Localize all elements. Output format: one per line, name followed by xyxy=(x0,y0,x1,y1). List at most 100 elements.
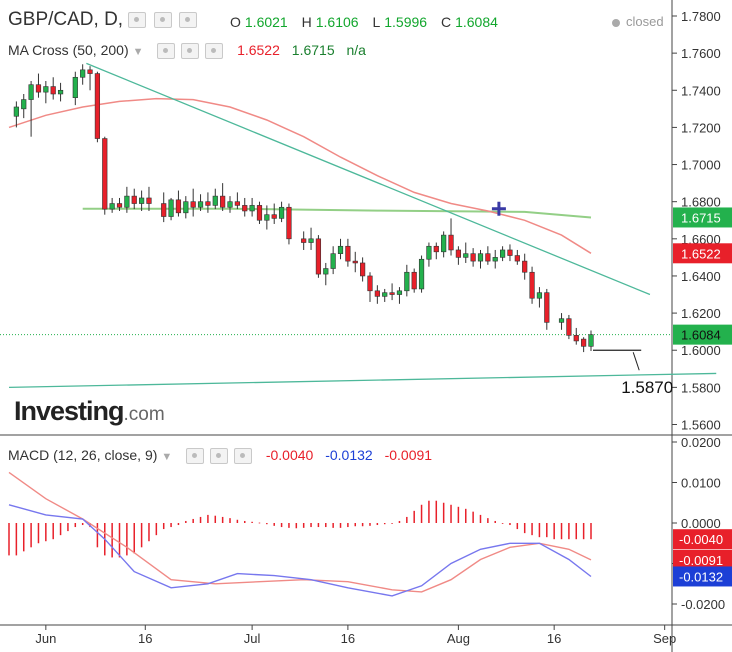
ma-visibility-icon[interactable] xyxy=(157,43,176,60)
candle-down[interactable] xyxy=(507,249,513,256)
candle-down[interactable] xyxy=(131,195,137,204)
candle-down[interactable] xyxy=(87,69,93,74)
candle-up[interactable] xyxy=(308,238,314,243)
candle-down[interactable] xyxy=(161,203,167,217)
macd-price-tag-label: -0.0132 xyxy=(679,569,723,584)
candle-up[interactable] xyxy=(183,201,189,214)
candle-down[interactable] xyxy=(374,290,380,297)
candle-down[interactable] xyxy=(242,205,248,212)
macd-histogram-bar xyxy=(185,520,187,523)
macd-settings-icon[interactable] xyxy=(210,448,229,465)
macd-histogram-bar xyxy=(81,523,84,526)
candle-up[interactable] xyxy=(278,206,285,219)
candle-up[interactable] xyxy=(13,106,19,117)
candle-up[interactable] xyxy=(382,292,388,297)
candle-up[interactable] xyxy=(227,201,233,208)
candle-up[interactable] xyxy=(463,253,469,258)
ma-indicator-label[interactable]: MA Cross (50, 200) xyxy=(8,42,129,58)
candle-up[interactable] xyxy=(330,253,336,269)
candle-down[interactable] xyxy=(94,73,101,139)
price-tick-label: 1.7600 xyxy=(681,46,721,61)
macd-dropdown-icon[interactable]: ▼ xyxy=(161,451,173,463)
ma-settings-icon[interactable] xyxy=(181,43,200,60)
candle-down[interactable] xyxy=(205,201,211,206)
candle-down[interactable] xyxy=(256,205,263,221)
candle-up[interactable] xyxy=(21,99,27,110)
candle-down[interactable] xyxy=(522,260,528,273)
candle-up[interactable] xyxy=(499,249,506,258)
ma-close-icon[interactable] xyxy=(205,43,224,60)
candle-down[interactable] xyxy=(50,86,56,95)
candle-down[interactable] xyxy=(360,262,366,277)
candle-up[interactable] xyxy=(418,258,425,290)
candle-down[interactable] xyxy=(470,253,476,262)
candle-up[interactable] xyxy=(396,290,403,295)
candle-up[interactable] xyxy=(588,334,594,347)
candle-down[interactable] xyxy=(455,249,461,258)
candle-up[interactable] xyxy=(43,86,49,93)
candle-up[interactable] xyxy=(477,253,484,262)
candle-down[interactable] xyxy=(389,292,395,295)
candle-up[interactable] xyxy=(441,234,447,253)
candle-down[interactable] xyxy=(175,199,182,214)
candle-down[interactable] xyxy=(35,84,42,93)
candle-up[interactable] xyxy=(72,76,78,99)
settings-icon[interactable] xyxy=(153,11,172,28)
candle-up[interactable] xyxy=(139,197,145,204)
candle-up[interactable] xyxy=(124,195,130,208)
candle-down[interactable] xyxy=(102,138,108,210)
candle-down[interactable] xyxy=(220,195,226,208)
macd-histogram-bar xyxy=(494,520,496,523)
candle-up[interactable] xyxy=(28,84,34,100)
macd-histogram-bar xyxy=(523,523,526,534)
close-icon[interactable] xyxy=(178,11,197,28)
candle-down[interactable] xyxy=(485,253,491,262)
macd-histogram-bar xyxy=(383,523,386,525)
candle-down[interactable] xyxy=(146,197,152,204)
candle-down[interactable] xyxy=(433,245,439,253)
candle-down[interactable] xyxy=(234,201,240,206)
candle-down[interactable] xyxy=(573,335,579,342)
candle-up[interactable] xyxy=(404,271,410,292)
candle-down[interactable] xyxy=(566,318,572,336)
candle-down[interactable] xyxy=(514,255,520,262)
candle-up[interactable] xyxy=(57,89,64,95)
visibility-icon[interactable] xyxy=(128,11,147,28)
candle-up[interactable] xyxy=(109,203,115,210)
close-value: 1.6084 xyxy=(455,14,498,30)
candle-down[interactable] xyxy=(448,234,454,251)
candle-down[interactable] xyxy=(529,271,535,299)
price-tick-label: 1.6800 xyxy=(681,195,721,210)
time-tick-label: Aug xyxy=(447,631,470,646)
candle-down[interactable] xyxy=(367,275,373,292)
candle-down[interactable] xyxy=(271,214,277,219)
macd-histogram-bar xyxy=(347,523,349,528)
candle-up[interactable] xyxy=(558,318,565,323)
candle-down[interactable] xyxy=(352,260,358,264)
candle-up[interactable] xyxy=(197,201,204,208)
candle-down[interactable] xyxy=(190,201,196,208)
candle-up[interactable] xyxy=(249,205,255,212)
candle-down[interactable] xyxy=(544,292,550,323)
candle-up[interactable] xyxy=(264,214,270,221)
candle-down[interactable] xyxy=(286,206,292,240)
candle-down[interactable] xyxy=(116,203,123,208)
candle-up[interactable] xyxy=(337,245,344,254)
macd-visibility-icon[interactable] xyxy=(186,448,205,465)
candle-down[interactable] xyxy=(345,245,351,262)
candle-down[interactable] xyxy=(315,238,322,275)
candle-down[interactable] xyxy=(581,338,587,347)
candle-down[interactable] xyxy=(411,271,417,290)
candle-down[interactable] xyxy=(301,238,307,243)
candle-up[interactable] xyxy=(212,195,218,206)
candle-up[interactable] xyxy=(492,257,498,262)
ma-dropdown-icon[interactable]: ▼ xyxy=(132,46,144,58)
candle-up[interactable] xyxy=(80,69,86,78)
candle-up[interactable] xyxy=(168,199,174,217)
macd-close-icon[interactable] xyxy=(233,448,252,465)
macd-indicator-label[interactable]: MACD (12, 26, close, 9) xyxy=(8,447,158,463)
candle-up[interactable] xyxy=(536,292,543,299)
candle-up[interactable] xyxy=(426,245,432,260)
candle-up[interactable] xyxy=(323,268,329,275)
